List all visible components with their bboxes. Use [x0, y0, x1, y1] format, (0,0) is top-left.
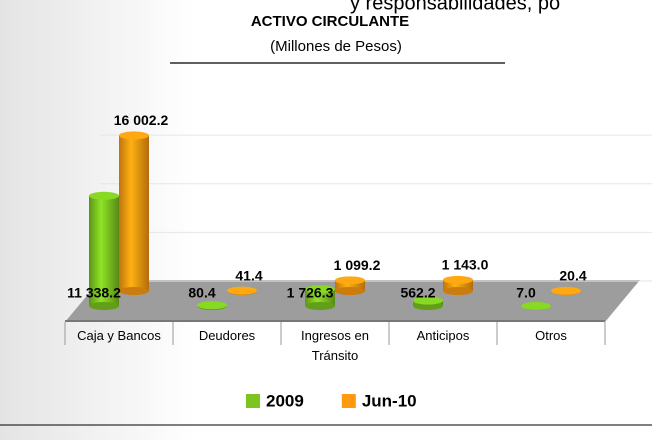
value-label: 1 143.0: [442, 257, 489, 273]
legend-label: 2009: [266, 391, 304, 410]
chart: y responsabilidades, po ACTIVO CIRCULANT…: [0, 0, 652, 440]
bar-top: [89, 192, 119, 200]
x-tick-label: Otros: [499, 326, 603, 346]
bar-base: [335, 287, 365, 295]
page: y responsabilidades, po ACTIVO CIRCULANT…: [0, 0, 652, 440]
legend-swatch: [342, 394, 356, 408]
floor-edge: [65, 320, 605, 322]
value-label: 7.0: [516, 285, 536, 301]
value-label: 1 726.3: [287, 285, 334, 301]
bar-base: [119, 287, 149, 295]
bar-base: [443, 287, 473, 295]
bar-top: [227, 287, 257, 295]
bar-top: [197, 301, 227, 309]
bar-top: [521, 302, 551, 310]
x-tick-label: Anticipos: [391, 326, 495, 346]
x-tick-label: Deudores: [175, 326, 279, 346]
bar: [119, 135, 149, 291]
bar-top: [119, 131, 149, 139]
value-label: 562.2: [400, 285, 435, 301]
legend-swatch: [246, 394, 260, 408]
legend-label: Jun-10: [362, 391, 417, 410]
bar-top: [551, 287, 581, 295]
bar-base: [89, 302, 119, 310]
value-label: 16 002.2: [114, 112, 169, 128]
value-label: 41.4: [235, 267, 262, 283]
value-label: 80.4: [188, 285, 215, 301]
chart-title: ACTIVO CIRCULANTE: [251, 13, 409, 30]
bar-top: [443, 276, 473, 284]
value-label: 1 099.2: [334, 257, 381, 273]
bar-base: [305, 302, 335, 310]
value-label: 11 338.2: [67, 285, 121, 301]
x-tick-label: Ingresos en Tránsito: [283, 326, 387, 366]
value-label: 20.4: [559, 268, 586, 284]
chart-subtitle: (Millones de Pesos): [270, 38, 402, 55]
x-tick-label: Caja y Bancos: [67, 326, 171, 346]
bar-top: [335, 276, 365, 284]
